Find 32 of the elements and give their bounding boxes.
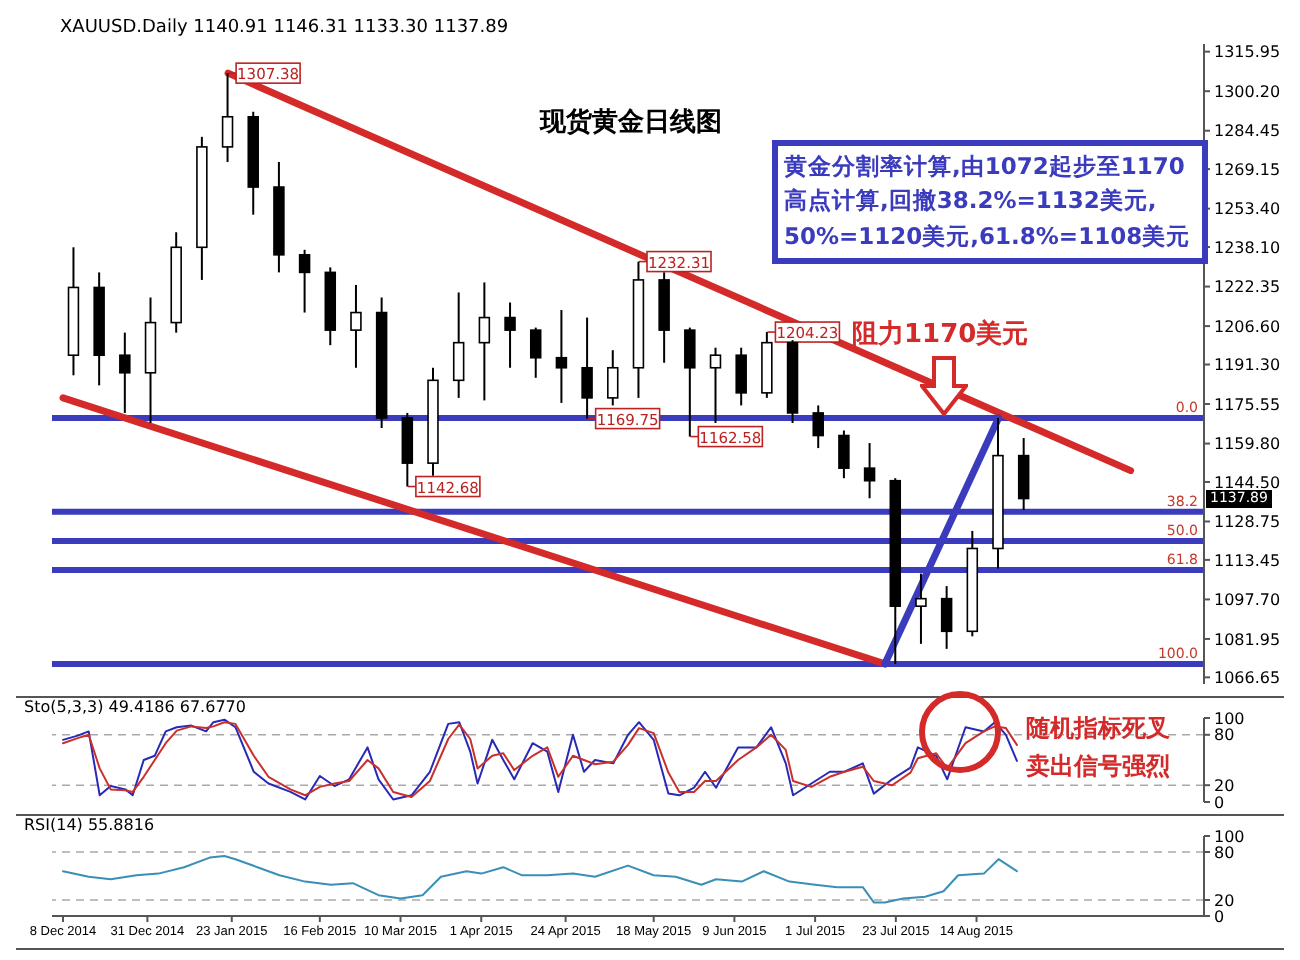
y-tick-label: 1269.15 [1214, 160, 1281, 179]
y-tick-label: 1222.35 [1214, 278, 1281, 297]
chart-title: Sto(5,3,3) 49.4186 67.6770 [24, 698, 246, 716]
y-tick-label: 1097.70 [1214, 591, 1281, 610]
y-tick-label: 1191.30 [1214, 356, 1281, 375]
y-tick-label: 1159.80 [1214, 435, 1281, 454]
y-tick-label: 1175.55 [1214, 395, 1281, 414]
chart-subtitle: XAUUSD.Daily 1140.91 1146.31 1133.30 1137.89 [60, 18, 509, 38]
annotation: 阻力1170美元 [852, 317, 1029, 352]
y-tick-label: 1253.40 [1214, 200, 1281, 219]
y-tick-label: 0 [1214, 793, 1225, 812]
y-tick-label: 100 [1214, 709, 1245, 728]
y-tick-label: 1206.60 [1214, 317, 1281, 336]
text: 现货黄金日线图 [540, 106, 722, 140]
y-tick-label: 1128.75 [1214, 513, 1281, 532]
y-tick-label: 1315.95 [1214, 43, 1281, 62]
y-tick-label: 20 [1214, 891, 1235, 910]
annotation: 黄金分割率计算,由1072起步至1170 高点计算,回撤38.2%=1132美元, 50%=1120美元,61.8%=1108美元 [772, 140, 1208, 264]
y-tick-label: 1238.10 [1214, 238, 1281, 257]
y-tick-label: 0 [1214, 907, 1225, 926]
y-tick-label: 100 [1214, 827, 1245, 846]
y-tick-label: 1284.45 [1214, 122, 1281, 141]
y-tick-label: 1081.95 [1214, 630, 1281, 649]
chart-title: RSI(14) 55.8816 [24, 816, 155, 834]
y-tick-label: 1066.65 [1214, 669, 1281, 688]
y-tick-label: 1300.20 [1214, 82, 1281, 101]
y-tick-label: 1113.45 [1214, 551, 1281, 570]
annotation: 随机指标死叉卖出信号强烈 [1026, 712, 1172, 785]
y-tick-label: 80 [1214, 843, 1235, 862]
y-tick-label: 80 [1214, 726, 1235, 745]
y-tick-label: 20 [1214, 776, 1235, 795]
y-tick-label: 1144.50 [1214, 473, 1281, 492]
